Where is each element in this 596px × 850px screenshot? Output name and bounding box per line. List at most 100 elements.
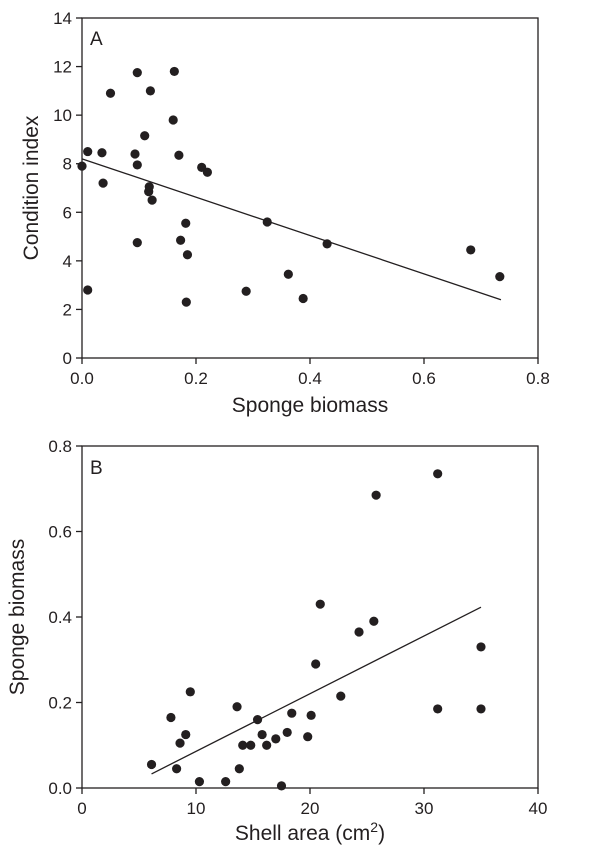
data-point <box>132 238 142 248</box>
y-axis-label: Condition index <box>20 115 43 260</box>
data-point <box>147 195 157 205</box>
data-point <box>262 217 272 227</box>
data-point <box>97 148 107 158</box>
data-point <box>276 781 287 791</box>
data-point <box>146 759 157 770</box>
data-point <box>172 764 182 774</box>
data-point <box>181 297 191 307</box>
data-point <box>369 616 379 626</box>
regression-line <box>151 606 482 775</box>
axis-ticks: 0.0 0.2 0.4 0.6 0.8 0 2 4 6 8 10 12 14 <box>53 9 550 388</box>
data-point <box>315 599 325 609</box>
panel-a-condition-vs-biomass: 0.0 0.2 0.4 0.6 0.8 0 2 4 6 8 10 12 14 A Sponge biom… <box>20 9 550 417</box>
data-point <box>98 178 108 188</box>
y-tick-label: 14 <box>53 9 72 28</box>
x-tick-label: 0 <box>77 799 86 818</box>
x-axis-label-main: Shell area (cm <box>235 822 370 845</box>
y-tick-label: 2 <box>63 300 72 319</box>
data-point <box>306 710 316 720</box>
data-point <box>144 182 154 192</box>
data-point <box>166 712 176 723</box>
data-point <box>282 727 292 738</box>
data-point <box>433 704 443 714</box>
data-point <box>283 269 293 279</box>
y-tick-label: 0.2 <box>48 694 72 713</box>
panel-label-b: B <box>90 458 103 479</box>
x-tick-label: 0.6 <box>412 369 436 388</box>
axis-ticks: 0 10 20 30 40 0.0 0.2 0.4 0.6 0.8 <box>48 437 547 818</box>
panel-label-a: A <box>90 29 103 50</box>
data-point <box>132 160 142 170</box>
data-point <box>175 738 185 748</box>
data-point <box>221 776 231 787</box>
x-axis-label: Sponge biomass <box>232 394 388 417</box>
data-point <box>202 167 212 177</box>
data-point <box>194 776 205 787</box>
y-tick-label: 6 <box>63 203 72 222</box>
data-point <box>181 729 191 740</box>
data-point <box>234 764 244 774</box>
x-axis-label-superscript: 2 <box>370 819 378 835</box>
y-tick-label: 0.4 <box>48 608 72 627</box>
data-point <box>168 115 178 125</box>
x-tick-label: 30 <box>415 799 434 818</box>
y-tick-label: 0.0 <box>48 779 72 798</box>
data-point <box>298 293 308 304</box>
data-points <box>146 469 486 791</box>
x-axis-label: Shell area (cm2) <box>235 819 385 845</box>
x-tick-label: 10 <box>187 799 206 818</box>
data-point <box>77 161 87 171</box>
y-tick-label: 10 <box>53 106 72 125</box>
data-point <box>83 146 93 157</box>
data-point <box>466 245 476 255</box>
data-point <box>238 740 248 750</box>
y-tick-label: 4 <box>63 252 72 271</box>
y-axis-label: Sponge biomass <box>6 539 29 695</box>
data-point <box>257 729 267 740</box>
data-point <box>140 131 150 141</box>
data-point <box>105 88 116 98</box>
data-point <box>303 732 313 742</box>
data-point <box>262 740 272 750</box>
regression-line <box>81 158 502 301</box>
data-point <box>169 66 179 77</box>
regression-line-group <box>151 606 482 775</box>
x-tick-label: 0.2 <box>184 369 208 388</box>
data-point <box>174 150 184 160</box>
y-tick-label: 0 <box>63 349 72 368</box>
data-point <box>145 86 155 96</box>
data-point <box>495 272 505 282</box>
panel-b-biomass-vs-shell-area: 0 10 20 30 40 0.0 0.2 0.4 0.6 0.8 B Shell area (c… <box>6 437 547 845</box>
x-axis-label-end: ) <box>378 822 385 845</box>
data-points <box>77 66 505 307</box>
y-tick-label: 8 <box>63 155 72 174</box>
x-tick-label: 0.8 <box>526 369 550 388</box>
data-point <box>322 239 332 249</box>
y-tick-label: 0.6 <box>48 523 72 542</box>
data-point <box>311 659 321 669</box>
data-point <box>433 469 443 479</box>
data-point <box>83 285 93 295</box>
x-tick-label: 40 <box>529 799 548 818</box>
data-point <box>354 627 364 637</box>
x-tick-label: 0.4 <box>298 369 322 388</box>
data-point <box>476 642 486 652</box>
data-point <box>287 708 297 718</box>
y-tick-label: 0.8 <box>48 437 72 456</box>
data-point <box>176 235 186 245</box>
data-point <box>185 687 195 697</box>
data-point <box>232 702 242 712</box>
x-tick-label: 20 <box>301 799 320 818</box>
data-point <box>271 734 281 744</box>
data-point <box>246 740 256 750</box>
y-tick-label: 12 <box>53 58 72 77</box>
data-point <box>336 691 346 701</box>
data-point <box>132 68 142 78</box>
data-point <box>476 704 486 714</box>
data-point <box>252 715 263 725</box>
data-point <box>130 149 140 159</box>
data-point <box>371 490 381 500</box>
data-point <box>182 250 193 260</box>
data-point <box>241 286 251 296</box>
